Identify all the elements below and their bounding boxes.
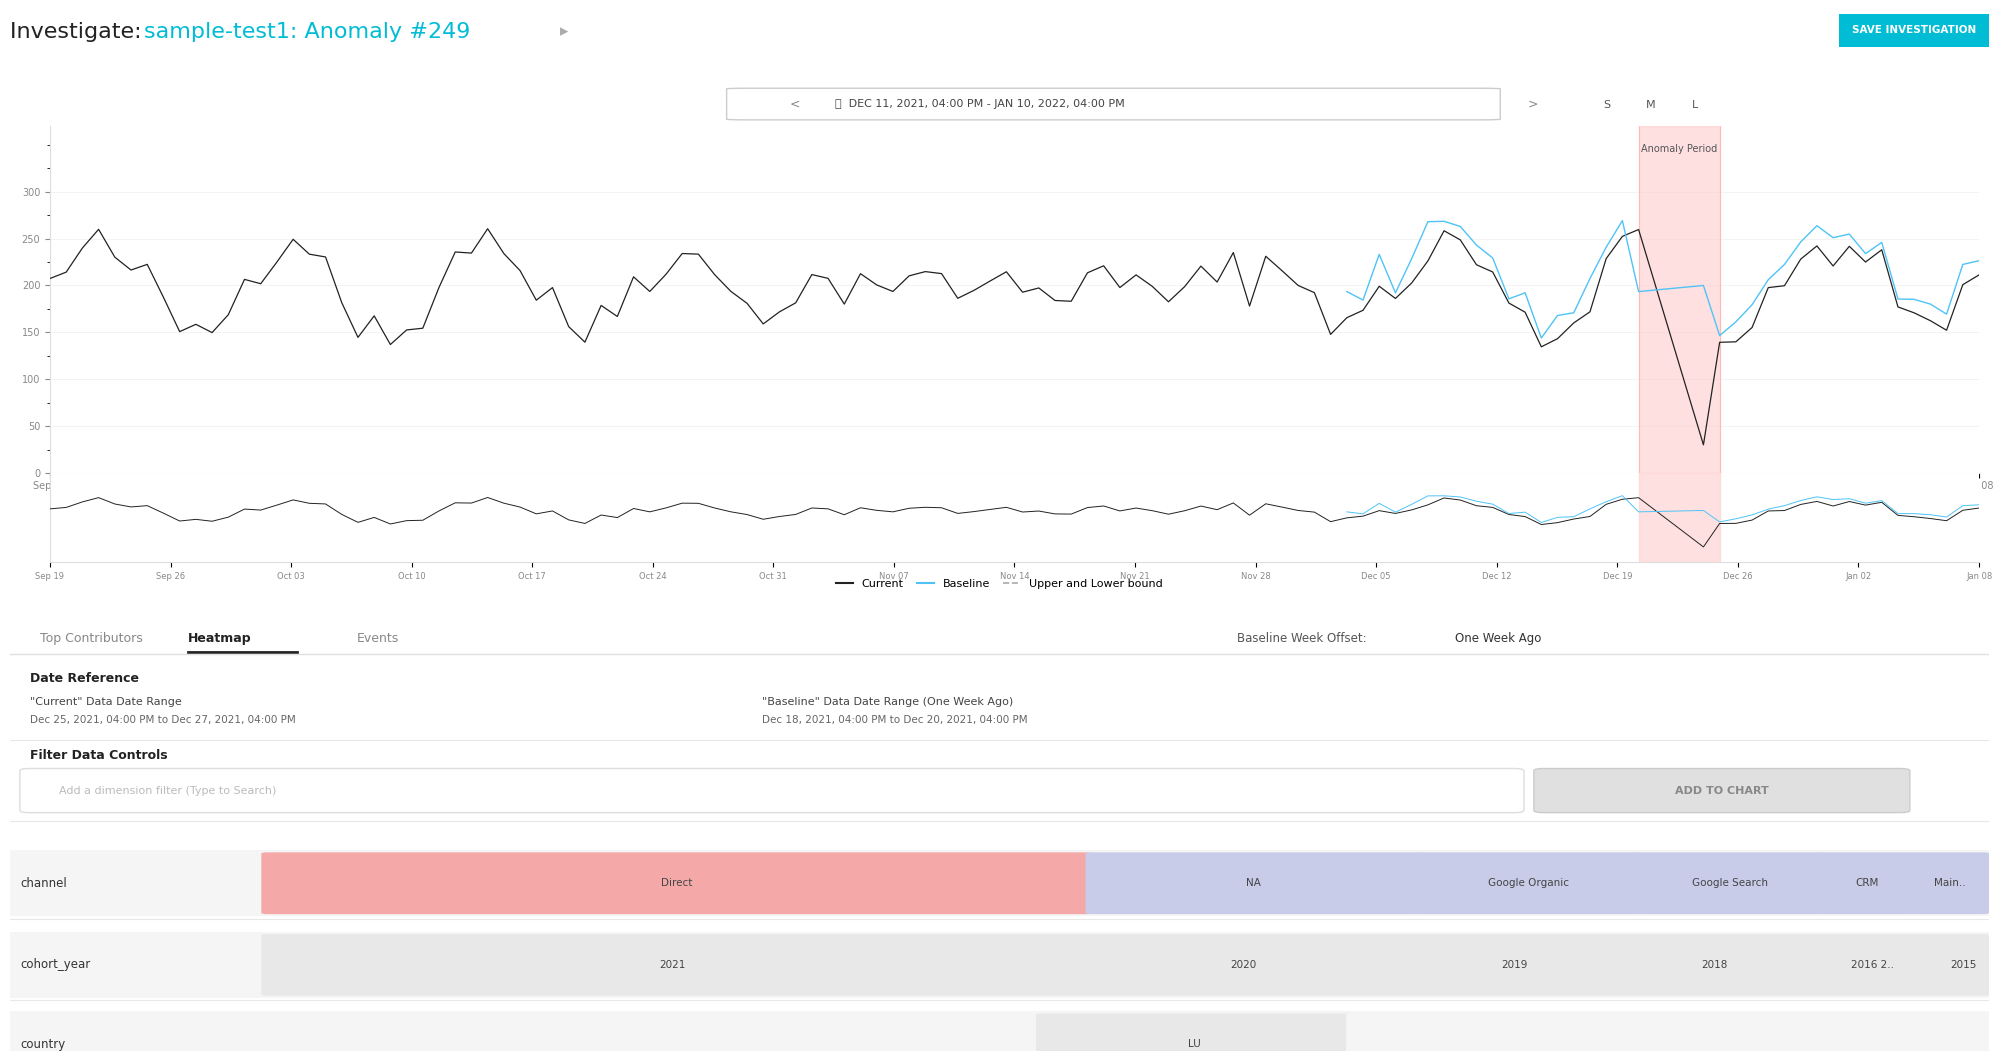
FancyBboxPatch shape <box>1800 934 1942 996</box>
Text: Filter Data Controls: Filter Data Controls <box>30 748 168 762</box>
Text: S: S <box>1602 100 1610 110</box>
FancyBboxPatch shape <box>1936 934 1988 996</box>
Text: >: > <box>1526 98 1536 110</box>
FancyBboxPatch shape <box>262 1013 1041 1051</box>
Text: Google Organic: Google Organic <box>1487 879 1568 888</box>
FancyBboxPatch shape <box>1634 852 1824 914</box>
FancyBboxPatch shape <box>0 607 1998 1051</box>
Text: sample-test1: Anomaly #249: sample-test1: Anomaly #249 <box>144 21 470 42</box>
Text: channel: channel <box>20 877 66 890</box>
Text: <: < <box>789 98 803 110</box>
FancyBboxPatch shape <box>1077 934 1409 996</box>
Text: SAVE INVESTIGATION: SAVE INVESTIGATION <box>1850 25 1976 36</box>
FancyBboxPatch shape <box>10 1011 1988 1051</box>
FancyBboxPatch shape <box>1415 852 1640 914</box>
Text: Baseline Week Offset:: Baseline Week Offset: <box>1237 632 1367 644</box>
FancyBboxPatch shape <box>1085 852 1421 914</box>
Text: ▸: ▸ <box>559 22 567 41</box>
Text: Date Reference: Date Reference <box>30 672 138 684</box>
Text: Google Search: Google Search <box>1690 879 1766 888</box>
FancyBboxPatch shape <box>10 850 1988 916</box>
Text: cohort_year: cohort_year <box>20 959 90 971</box>
FancyBboxPatch shape <box>1908 852 1988 914</box>
FancyBboxPatch shape <box>20 768 1522 812</box>
Bar <box>1638 473 1718 562</box>
FancyBboxPatch shape <box>1035 1013 1351 1051</box>
Text: 2020: 2020 <box>1229 960 1255 970</box>
Text: L: L <box>1690 100 1698 110</box>
Text: Anomaly Period: Anomaly Period <box>1640 144 1716 154</box>
Text: Top Contributors: Top Contributors <box>40 632 142 644</box>
Text: 📅  DEC 11, 2021, 04:00 PM - JAN 10, 2022, 04:00 PM: 📅 DEC 11, 2021, 04:00 PM - JAN 10, 2022,… <box>835 99 1123 109</box>
Text: 2015: 2015 <box>1950 960 1976 970</box>
Text: One Week Ago: One Week Ago <box>1455 632 1540 644</box>
Text: "Baseline" Data Date Range (One Week Ago): "Baseline" Data Date Range (One Week Ago… <box>761 697 1013 707</box>
FancyBboxPatch shape <box>1532 768 1908 812</box>
Text: Direct: Direct <box>661 879 691 888</box>
FancyBboxPatch shape <box>1403 934 1626 996</box>
Text: 2016 2..: 2016 2.. <box>1850 960 1894 970</box>
Bar <box>1638 126 1718 473</box>
Text: Dec 18, 2021, 04:00 PM to Dec 20, 2021, 04:00 PM: Dec 18, 2021, 04:00 PM to Dec 20, 2021, … <box>761 715 1027 725</box>
Text: Dec 25, 2021, 04:00 PM to Dec 27, 2021, 04:00 PM: Dec 25, 2021, 04:00 PM to Dec 27, 2021, … <box>30 715 296 725</box>
Text: Heatmap: Heatmap <box>188 632 252 644</box>
Text: 2019: 2019 <box>1500 960 1526 970</box>
Text: Add a dimension filter (Type to Search): Add a dimension filter (Type to Search) <box>60 785 276 796</box>
Text: 2021: 2021 <box>659 960 685 970</box>
FancyBboxPatch shape <box>1345 1013 1988 1051</box>
Text: NA: NA <box>1245 879 1261 888</box>
FancyBboxPatch shape <box>262 852 1091 914</box>
Text: LU: LU <box>1187 1039 1201 1049</box>
Text: 2018: 2018 <box>1700 960 1726 970</box>
FancyBboxPatch shape <box>727 88 1498 120</box>
Text: Main..: Main.. <box>1932 879 1964 888</box>
Text: M: M <box>1646 100 1654 110</box>
Text: country: country <box>20 1038 66 1051</box>
FancyBboxPatch shape <box>1818 852 1914 914</box>
FancyBboxPatch shape <box>1620 934 1806 996</box>
Text: ADD TO CHART: ADD TO CHART <box>1674 785 1768 796</box>
Text: Events: Events <box>356 632 398 644</box>
Text: "Current" Data Date Range: "Current" Data Date Range <box>30 697 182 707</box>
FancyBboxPatch shape <box>10 932 1988 998</box>
FancyBboxPatch shape <box>1830 12 1996 49</box>
FancyBboxPatch shape <box>262 934 1083 996</box>
Legend: Current, Baseline, Upper and Lower bound: Current, Baseline, Upper and Lower bound <box>831 575 1167 593</box>
Text: CRM: CRM <box>1854 879 1878 888</box>
Text: Investigate:: Investigate: <box>10 21 148 42</box>
